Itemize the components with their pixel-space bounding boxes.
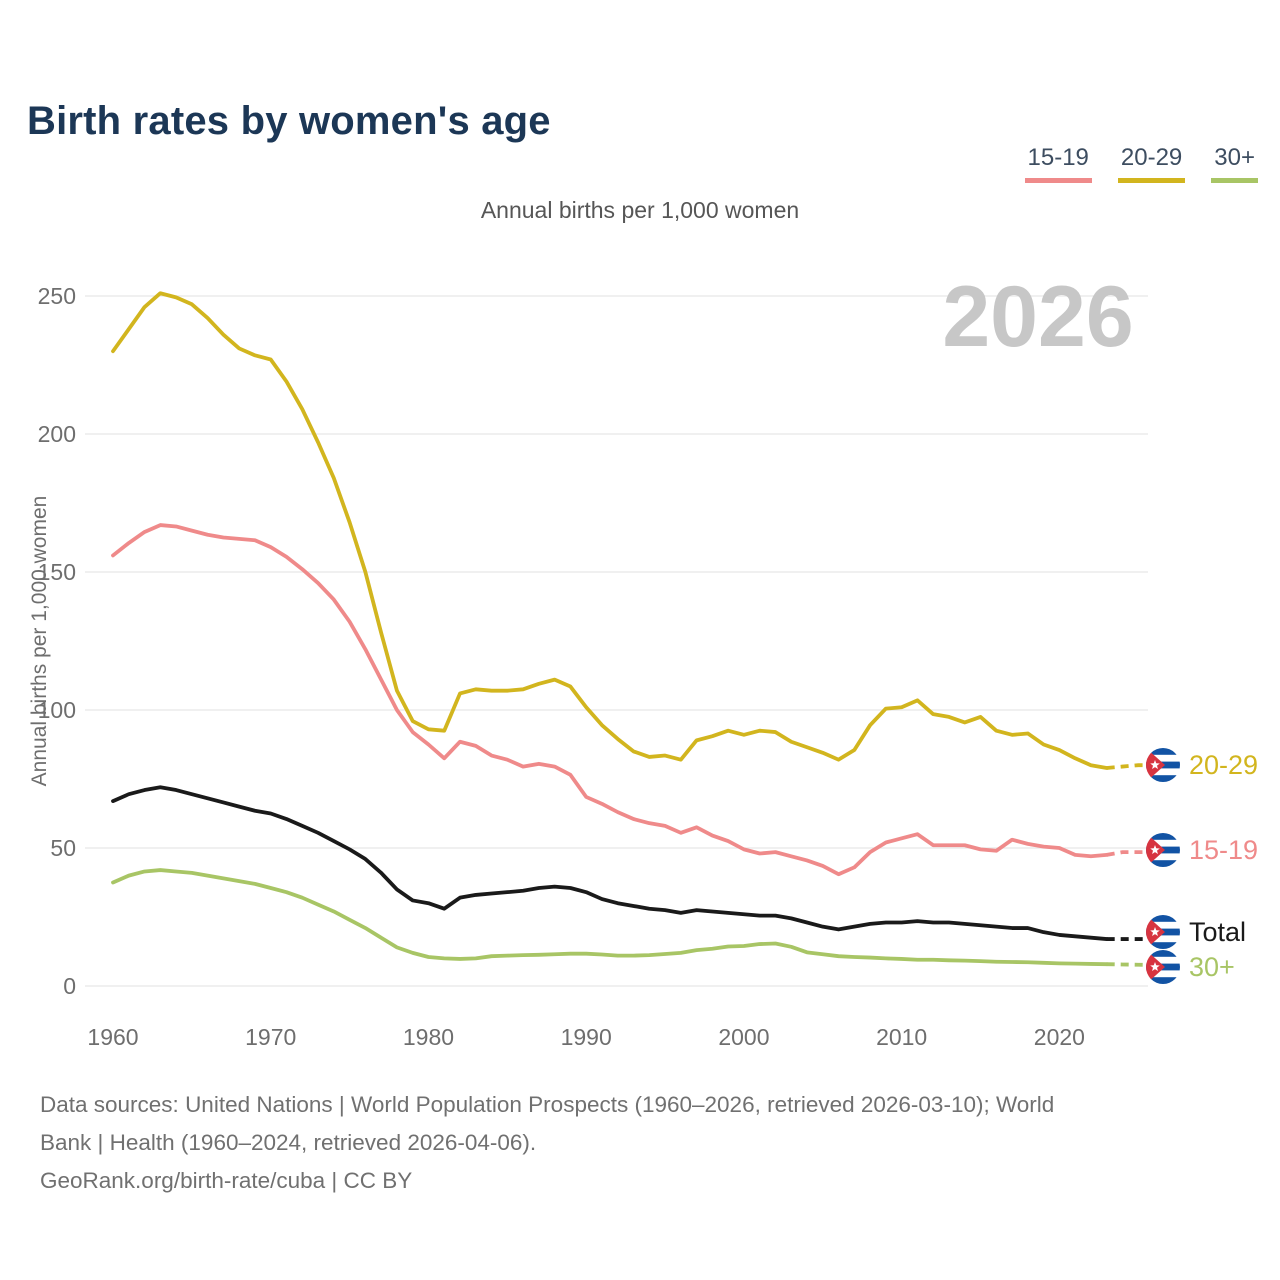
x-tick-label: 2010 <box>876 1024 927 1050</box>
series-line-15-19 <box>111 523 1109 877</box>
y-tick-label: 250 <box>38 283 76 309</box>
x-tick-label: 2020 <box>1034 1024 1085 1050</box>
legend-item-15-19[interactable]: 15-19 <box>1024 144 1092 183</box>
chart-subtitle: Annual births per 1,000 women <box>480 197 800 223</box>
series-projection-30+ <box>1106 962 1155 967</box>
x-tick-label: 1990 <box>561 1024 612 1050</box>
watermark-year: 2026 <box>942 269 1133 365</box>
cuba-flag-icon <box>1146 833 1180 867</box>
series-end-label-15-19: 15-19 <box>1146 833 1258 867</box>
y-axis-title: Annual births per 1,000 women <box>28 496 51 787</box>
data-sources-note: Data sources: United Nations | World Pop… <box>40 1086 1054 1200</box>
cuba-flag-icon <box>1146 748 1180 782</box>
series-end-label-text: Total <box>1189 916 1247 947</box>
x-tick-label: 2000 <box>718 1024 769 1050</box>
y-tick-label: 100 <box>38 697 76 723</box>
legend: 15-19 20-29 30+ <box>1024 144 1258 183</box>
cuba-flag-icon <box>1146 950 1180 984</box>
series-line-20-29 <box>111 291 1109 770</box>
series-projection-20-29 <box>1106 763 1155 770</box>
x-tick-label: 1980 <box>403 1024 454 1050</box>
page-title: Birth rates by women's age <box>27 98 551 143</box>
data-sources-line-1: Data sources: United Nations | World Pop… <box>40 1092 1055 1117</box>
series-end-label-30plus: 30+ <box>1146 950 1235 984</box>
data-sources-line-2: Bank | Health (1960–2024, retrieved 2026… <box>40 1130 537 1155</box>
series-end-label-text: 20-29 <box>1189 749 1259 780</box>
series-end-label-total: Total <box>1146 915 1246 949</box>
cuba-flag-icon <box>1146 915 1180 949</box>
series-end-label-20-29: 20-29 <box>1146 748 1258 782</box>
series-end-label-text: 15-19 <box>1189 834 1259 865</box>
attribution-link: GeoRank.org/birth-rate/cuba | CC BY <box>40 1168 413 1193</box>
y-tick-label: 0 <box>63 973 76 999</box>
x-tick-label: 1970 <box>245 1024 296 1050</box>
y-tick-label: 150 <box>38 559 76 585</box>
y-tick-label: 200 <box>38 421 76 447</box>
series-end-label-text: 30+ <box>1189 951 1235 982</box>
series-line-Total <box>111 785 1109 941</box>
y-tick-label: 50 <box>50 835 76 861</box>
x-tick-label: 1960 <box>87 1024 138 1050</box>
legend-item-30plus[interactable]: 30+ <box>1211 144 1258 183</box>
series-line-30+ <box>111 868 1109 967</box>
legend-item-20-29[interactable]: 20-29 <box>1117 144 1186 183</box>
